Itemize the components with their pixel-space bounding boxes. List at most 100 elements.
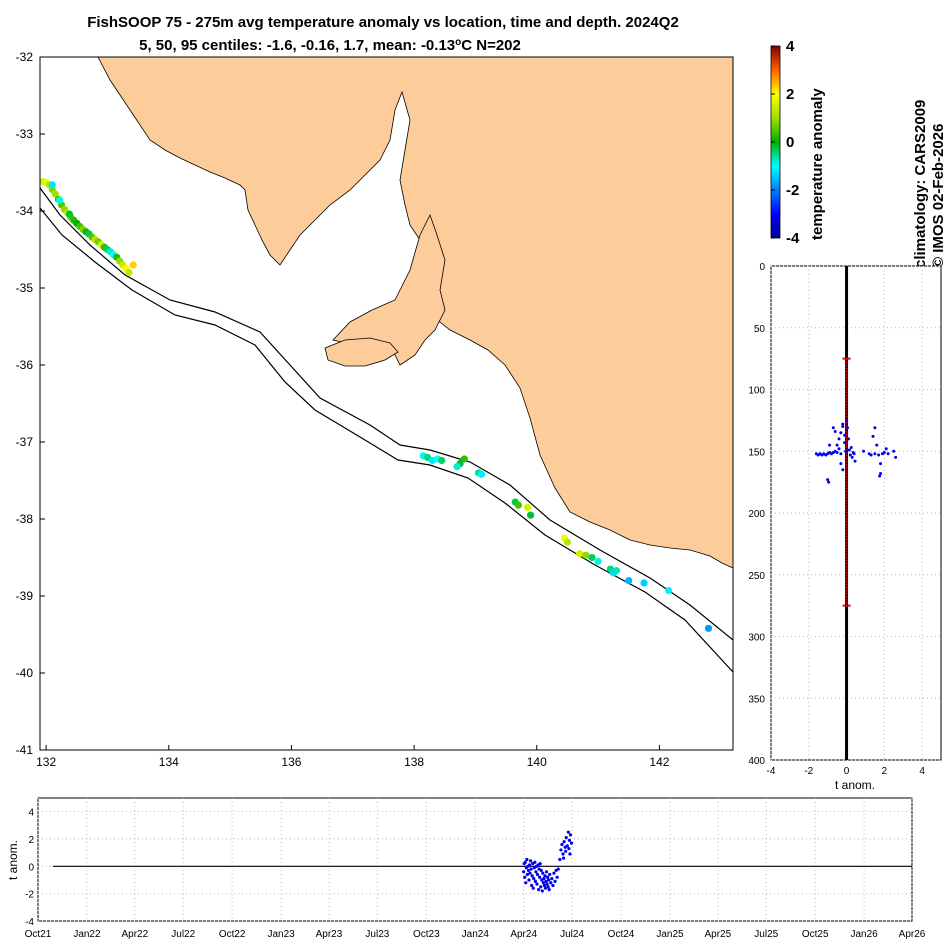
time-point	[549, 881, 553, 885]
depth-point	[828, 443, 832, 447]
time-point	[533, 879, 537, 883]
map-x-tick-label: 142	[649, 755, 669, 769]
map-y-ticks: -32 -33 -34 -35 -36 -37 -38 -39 -40 -41	[16, 50, 45, 757]
contour-200m	[39, 187, 734, 641]
map-point	[48, 181, 56, 189]
time-panel: 4 2 0 -2 -4 Oct21 Jan22 Apr22 Jul22 Oct22 Jan23 Ap…	[6, 797, 926, 940]
time-point	[536, 887, 541, 892]
depth-point	[871, 434, 875, 438]
time-x-tick-label: Oct22	[219, 929, 246, 940]
map-point	[523, 503, 532, 512]
time-x-tick-label: Apr26	[899, 929, 926, 940]
shelf-contours	[39, 187, 734, 673]
depth-y-tick-label: 0	[759, 262, 765, 273]
time-point	[561, 856, 566, 860]
depth-point	[841, 468, 845, 472]
time-point	[540, 889, 544, 893]
colorbar-ticks: -4 -2 0 2 4	[771, 38, 800, 247]
time-x-tick-label: Apr22	[121, 929, 148, 940]
time-point	[546, 885, 550, 889]
depth-point	[846, 437, 850, 441]
depth-point	[831, 426, 835, 430]
time-point	[566, 830, 570, 834]
depth-point	[848, 453, 852, 457]
map-x-tick-label: 132	[36, 755, 56, 769]
depth-point	[841, 425, 845, 429]
time-point	[525, 872, 529, 877]
depth-point	[837, 437, 841, 441]
time-point	[538, 862, 542, 866]
depth-point	[849, 446, 853, 450]
time-point	[542, 883, 547, 888]
time-point	[544, 879, 548, 883]
time-point	[544, 870, 549, 874]
time-y-tick-label: -2	[25, 890, 34, 901]
depth-point	[841, 422, 845, 426]
time-point	[548, 872, 552, 877]
time-point	[558, 857, 562, 862]
depth-point	[879, 462, 883, 466]
time-point	[526, 868, 531, 873]
time-y-tick-label: -4	[25, 917, 34, 928]
time-point	[542, 877, 546, 881]
time-x-tick-label: Jan24	[462, 929, 490, 940]
depth-point	[847, 448, 851, 452]
time-point	[555, 875, 559, 879]
time-point	[562, 840, 566, 844]
map-point	[477, 470, 486, 478]
depth-y-tick-label: 250	[748, 571, 765, 582]
chart-title: FishSOOP 75 - 275m avg temperature anoma…	[87, 14, 679, 31]
depth-point	[879, 471, 883, 475]
time-x-tick-label: Jan23	[267, 929, 295, 940]
map-y-tick-label: -38	[16, 512, 34, 526]
map-y-tick-label: -32	[16, 50, 34, 64]
map-point	[514, 501, 522, 509]
time-point	[567, 838, 572, 842]
time-point	[524, 881, 528, 885]
time-y-ticks: 4 2 0 -2 -4	[25, 808, 34, 928]
mainland	[97, 56, 734, 569]
time-y-label: t anom.	[6, 840, 20, 880]
time-x-tick-label: Jan25	[656, 929, 684, 940]
time-point	[535, 872, 540, 877]
depth-point	[877, 453, 881, 457]
map-frame	[39, 56, 734, 751]
time-point	[561, 852, 565, 856]
map-point	[453, 463, 461, 471]
map-point	[125, 269, 133, 277]
depth-point	[837, 447, 841, 451]
time-point	[522, 870, 526, 874]
climatology-label: climatology: CARS2009	[912, 100, 929, 268]
colorbar: -4 -2 0 2 4 temperature anomaly	[770, 38, 826, 247]
time-x-tick-label: Oct23	[413, 929, 440, 940]
map-y-tick-label: -33	[16, 127, 34, 141]
map-point	[704, 624, 713, 632]
depth-point	[850, 455, 854, 459]
depth-point	[886, 452, 890, 456]
depth-point	[878, 474, 882, 478]
depth-point	[894, 455, 898, 459]
depth-y-tick-label: 200	[748, 509, 765, 520]
depth-point	[862, 449, 866, 453]
time-grid	[37, 798, 913, 922]
colorbar-tick-label: 4	[786, 38, 795, 55]
depth-x-tick-label: -2	[804, 766, 813, 777]
map-y-tick-label: -40	[16, 666, 34, 680]
depth-point	[852, 452, 856, 456]
map-point	[527, 511, 535, 519]
time-x-tick-label: Jan26	[850, 929, 878, 940]
map-point	[640, 579, 648, 587]
map-point	[51, 190, 59, 198]
map-point	[438, 456, 446, 465]
time-point	[543, 874, 547, 878]
map-point	[576, 550, 584, 558]
depth-point	[844, 449, 848, 453]
depth-y-tick-label: 400	[748, 756, 765, 767]
map-point	[625, 577, 633, 585]
depth-point	[839, 431, 843, 435]
depth-point	[884, 447, 888, 451]
time-point	[547, 887, 551, 892]
depth-x-tick-label: 4	[919, 766, 925, 777]
time-point	[568, 852, 572, 856]
chart-subtitle: 5, 50, 95 centiles: -1.6, -0.16, 1.7, me…	[139, 37, 521, 55]
